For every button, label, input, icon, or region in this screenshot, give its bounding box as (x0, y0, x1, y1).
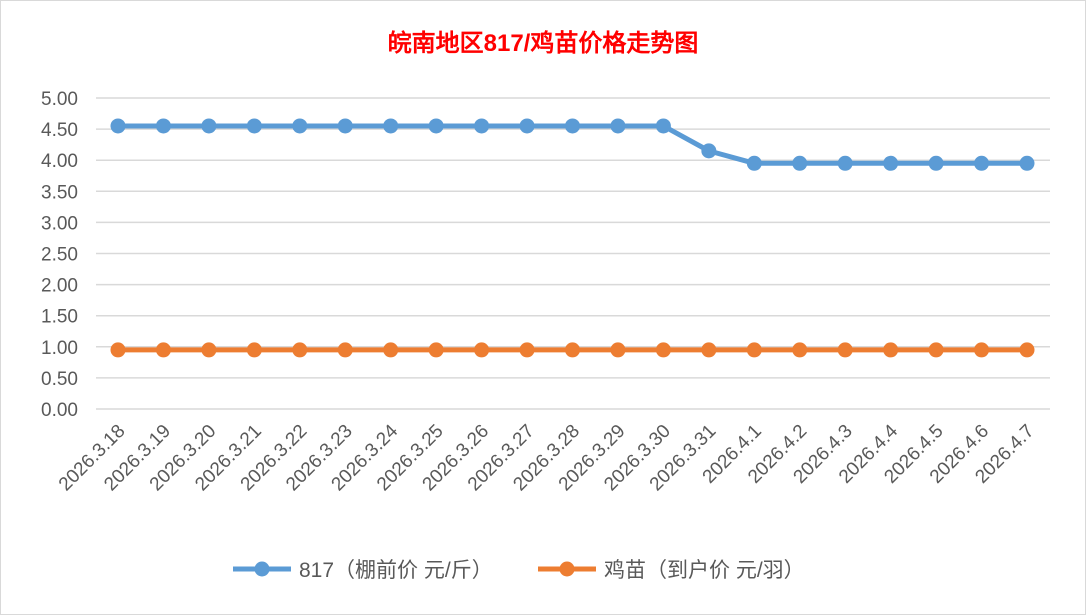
y-tick-label: 0.00 (41, 400, 78, 421)
data-point (474, 118, 490, 134)
data-point (201, 118, 217, 134)
data-point (428, 118, 444, 134)
data-point (610, 118, 626, 134)
data-point (883, 155, 899, 171)
data-point (883, 342, 899, 358)
data-point (746, 342, 762, 358)
data-point (201, 342, 217, 358)
y-tick-label: 4.00 (41, 151, 78, 172)
data-point (428, 342, 444, 358)
y-tick-label: 5.00 (41, 89, 78, 110)
y-tick-label: 3.50 (41, 182, 78, 203)
data-point (474, 342, 490, 358)
y-tick-label: 2.00 (41, 276, 78, 297)
data-point (837, 342, 853, 358)
legend-marker (254, 561, 270, 577)
data-point (928, 155, 944, 171)
y-tick-label: 4.50 (41, 120, 78, 141)
data-point (792, 342, 808, 358)
data-point (610, 342, 626, 358)
data-point (746, 155, 762, 171)
data-point (1019, 155, 1035, 171)
data-point (565, 342, 580, 358)
data-point (246, 118, 262, 134)
data-point (383, 118, 399, 134)
data-point (337, 118, 353, 134)
data-point (701, 143, 717, 159)
data-point (792, 155, 808, 171)
data-point (155, 342, 171, 358)
data-point (292, 118, 308, 134)
series-1 (110, 342, 1035, 358)
data-point (1019, 342, 1035, 358)
data-point (337, 342, 353, 358)
data-point (110, 118, 126, 134)
series-0 (110, 118, 1035, 171)
data-point (701, 342, 717, 358)
data-point (246, 342, 262, 358)
y-tick-label: 2.50 (41, 245, 78, 266)
data-point (565, 118, 580, 134)
data-point (837, 155, 853, 171)
y-tick-label: 3.00 (41, 213, 78, 234)
data-point (155, 118, 171, 134)
data-point (655, 118, 671, 134)
data-point (110, 342, 126, 358)
data-point (974, 155, 990, 171)
data-point (292, 342, 308, 358)
legend-marker (559, 561, 575, 577)
chart-title: 皖南地区817/鸡苗价格走势图 (388, 29, 699, 57)
data-point (519, 342, 535, 358)
legend-label: 鸡苗（到户价 元/羽） (604, 559, 805, 582)
y-tick-label: 1.50 (41, 307, 78, 328)
data-point (383, 342, 399, 358)
y-tick-label: 0.50 (41, 369, 78, 390)
legend-label: 817（棚前价 元/斤） (299, 559, 493, 582)
data-point (655, 342, 671, 358)
y-tick-label: 1.00 (41, 338, 78, 359)
data-point (519, 118, 535, 134)
data-point (974, 342, 990, 358)
data-point (928, 342, 944, 358)
